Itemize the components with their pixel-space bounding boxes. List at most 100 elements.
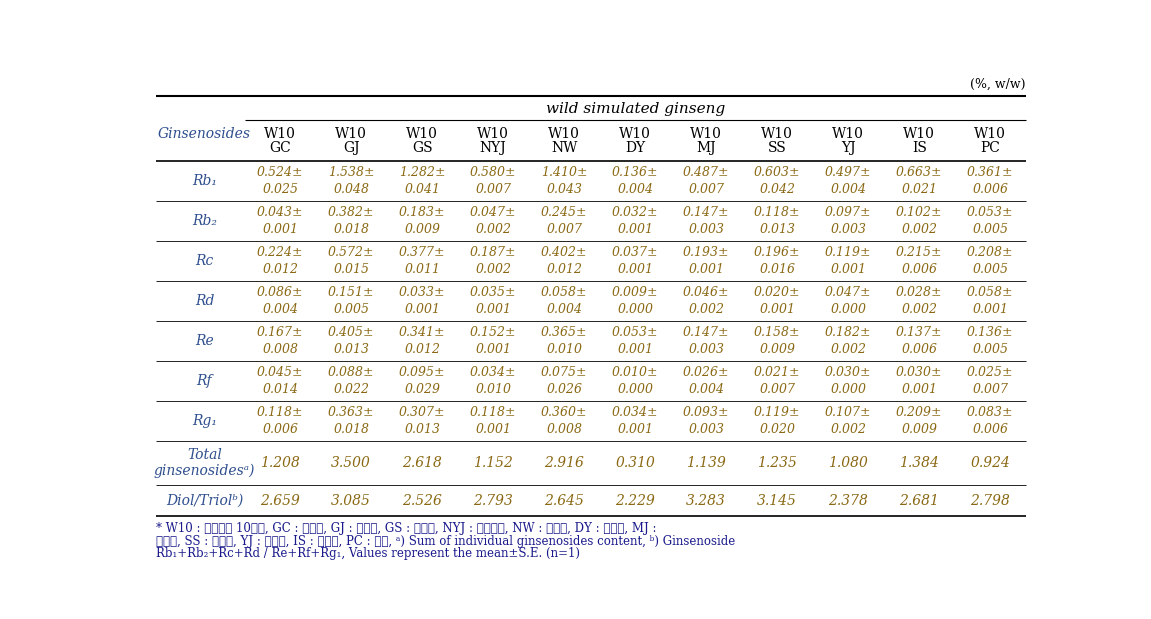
Text: 0.167±: 0.167±: [257, 326, 304, 339]
Text: 0.158±: 0.158±: [754, 326, 800, 339]
Text: 0.245±: 0.245±: [541, 206, 587, 219]
Text: 2.798: 2.798: [970, 494, 1011, 508]
Text: 0.010: 0.010: [475, 383, 511, 396]
Text: GC: GC: [269, 141, 291, 155]
Text: 무주산, SS : 서산산, YJ : 영주산, IS : 임실산, PC : 평산, ᵃ) Sum of individual ginsenosides co: 무주산, SS : 서산산, YJ : 영주산, IS : 임실산, PC : …: [155, 535, 734, 548]
Text: 0.006: 0.006: [973, 423, 1008, 436]
Text: 0.341±: 0.341±: [399, 326, 445, 339]
Text: 0.041: 0.041: [404, 183, 440, 196]
Text: 0.045±: 0.045±: [257, 366, 304, 379]
Text: 0.004: 0.004: [547, 303, 582, 316]
Text: 0.028±: 0.028±: [895, 286, 943, 299]
Text: 0.007: 0.007: [973, 383, 1008, 396]
Text: 0.000: 0.000: [830, 303, 867, 316]
Text: 0.014: 0.014: [262, 383, 298, 396]
Text: MJ: MJ: [696, 141, 716, 155]
Text: 0.008: 0.008: [262, 343, 298, 356]
Text: Rd: Rd: [195, 293, 214, 308]
Text: 0.118±: 0.118±: [470, 406, 517, 419]
Text: 0.022: 0.022: [333, 383, 369, 396]
Text: Diol/Triolᵇ): Diol/Triolᵇ): [166, 494, 243, 508]
Text: Rb₂: Rb₂: [192, 214, 218, 228]
Text: 0.018: 0.018: [333, 223, 369, 236]
Text: 3.283: 3.283: [686, 494, 726, 508]
Text: 0.002: 0.002: [475, 223, 511, 236]
Text: (%, w/w): (%, w/w): [970, 77, 1026, 90]
Text: 0.307±: 0.307±: [399, 406, 445, 419]
Text: Total
ginsenosidesᵃ): Total ginsenosidesᵃ): [154, 448, 256, 478]
Text: 0.102±: 0.102±: [895, 206, 943, 219]
Text: 0.402±: 0.402±: [541, 246, 587, 259]
Text: 0.012: 0.012: [547, 262, 582, 275]
Text: Rb₁: Rb₁: [192, 173, 218, 188]
Text: 0.005: 0.005: [973, 343, 1008, 356]
Text: 0.497±: 0.497±: [825, 165, 871, 178]
Text: 0.053±: 0.053±: [612, 326, 658, 339]
Text: 0.002: 0.002: [901, 223, 937, 236]
Text: 0.016: 0.016: [760, 262, 795, 275]
Text: PC: PC: [981, 141, 1000, 155]
Text: 0.405±: 0.405±: [328, 326, 374, 339]
Text: W10: W10: [975, 128, 1006, 141]
Text: 0.193±: 0.193±: [683, 246, 730, 259]
Text: 0.002: 0.002: [688, 303, 724, 316]
Text: Rb₁+Rb₂+Rc+Rd / Re+Rf+Rg₁, Values represent the mean±S.E. (n=1): Rb₁+Rb₂+Rc+Rd / Re+Rf+Rg₁, Values repres…: [155, 547, 579, 560]
Text: 3.085: 3.085: [331, 494, 371, 508]
Text: 0.032±: 0.032±: [612, 206, 658, 219]
Text: 0.001: 0.001: [617, 343, 654, 356]
Text: W10: W10: [335, 128, 367, 141]
Text: 0.118±: 0.118±: [257, 406, 304, 419]
Text: 0.030±: 0.030±: [895, 366, 943, 379]
Text: 0.001: 0.001: [262, 223, 298, 236]
Text: IS: IS: [912, 141, 927, 155]
Text: 0.026: 0.026: [547, 383, 582, 396]
Text: 0.001: 0.001: [617, 262, 654, 275]
Text: W10: W10: [478, 128, 509, 141]
Text: 0.042: 0.042: [760, 183, 795, 196]
Text: 0.007: 0.007: [547, 223, 582, 236]
Text: 0.007: 0.007: [475, 183, 511, 196]
Text: 3.500: 3.500: [331, 456, 371, 470]
Text: 0.663±: 0.663±: [895, 165, 943, 178]
Text: 0.005: 0.005: [973, 262, 1008, 275]
Text: 0.004: 0.004: [830, 183, 867, 196]
Text: 0.196±: 0.196±: [754, 246, 800, 259]
Text: 0.001: 0.001: [475, 343, 511, 356]
Text: 0.224±: 0.224±: [257, 246, 304, 259]
Text: 0.015: 0.015: [333, 262, 369, 275]
Text: Rc: Rc: [196, 254, 214, 267]
Text: 0.008: 0.008: [547, 423, 582, 436]
Text: 0.013: 0.013: [333, 343, 369, 356]
Text: 0.136±: 0.136±: [612, 165, 658, 178]
Text: 2.229: 2.229: [616, 494, 655, 508]
Text: 0.020: 0.020: [760, 423, 795, 436]
Text: 0.093±: 0.093±: [683, 406, 730, 419]
Text: 0.018: 0.018: [333, 423, 369, 436]
Text: 0.012: 0.012: [262, 262, 298, 275]
Text: W10: W10: [761, 128, 793, 141]
Text: 0.004: 0.004: [617, 183, 654, 196]
Text: 0.034±: 0.034±: [612, 406, 658, 419]
Text: 0.208±: 0.208±: [967, 246, 1014, 259]
Text: 0.187±: 0.187±: [470, 246, 517, 259]
Text: 0.047±: 0.047±: [825, 286, 871, 299]
Text: 0.006: 0.006: [901, 262, 937, 275]
Text: 0.147±: 0.147±: [683, 326, 730, 339]
Text: 0.002: 0.002: [830, 423, 867, 436]
Text: 0.013: 0.013: [760, 223, 795, 236]
Text: 1.282±: 1.282±: [399, 165, 445, 178]
Text: 0.377±: 0.377±: [399, 246, 445, 259]
Text: 0.183±: 0.183±: [399, 206, 445, 219]
Text: 0.006: 0.006: [973, 183, 1008, 196]
Text: 0.020±: 0.020±: [754, 286, 800, 299]
Text: 0.603±: 0.603±: [754, 165, 800, 178]
Text: 0.035±: 0.035±: [470, 286, 517, 299]
Text: 0.033±: 0.033±: [399, 286, 445, 299]
Text: 0.003: 0.003: [688, 343, 724, 356]
Text: 2.681: 2.681: [899, 494, 939, 508]
Text: 0.003: 0.003: [830, 223, 867, 236]
Text: 0.000: 0.000: [617, 303, 654, 316]
Text: 1.139: 1.139: [686, 456, 726, 470]
Text: NW: NW: [551, 141, 578, 155]
Text: Ginsenosides: Ginsenosides: [158, 128, 251, 141]
